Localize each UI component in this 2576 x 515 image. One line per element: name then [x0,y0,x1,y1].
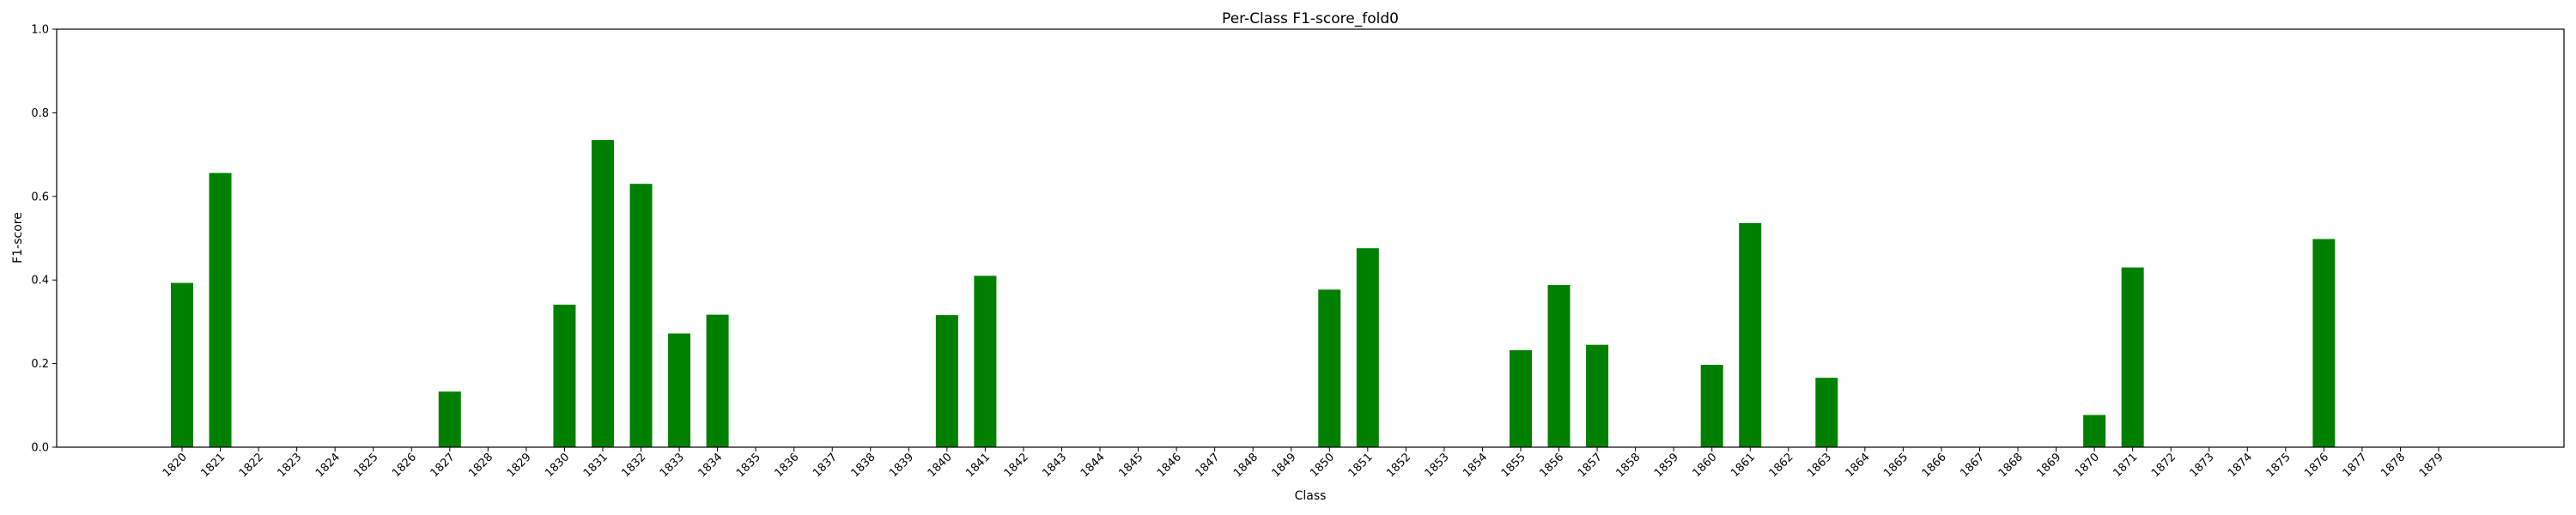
y-tick-label: 1.0 [31,24,49,37]
bar-1861 [1739,222,1762,447]
bar-1834 [706,314,729,447]
bar-1827 [438,391,461,447]
bar-1855 [1509,350,1532,447]
bar-1851 [1356,248,1379,447]
x-axis-label: Class [1295,489,1327,503]
bar-1871 [2121,267,2144,447]
y-tick-label: 0.2 [31,358,49,371]
bar-1850 [1318,289,1341,447]
bar-1833 [668,333,691,447]
bar-1840 [935,315,958,447]
bar-1876 [2312,239,2336,447]
y-tick-label: 0.0 [31,442,49,455]
bar-1870 [2083,415,2106,447]
bar-1856 [1547,285,1571,447]
bars-layer [171,140,2336,447]
bar-1820 [171,282,193,447]
bar-1841 [974,276,997,447]
y-tick-label: 0.8 [31,107,49,120]
bar-1863 [1815,378,1838,447]
plot-frame [56,28,2565,448]
y-tick-label: 0.6 [31,191,49,203]
y-axis-label: F1-score [11,212,25,264]
bar-1860 [1700,365,1723,447]
y-tick-label: 0.4 [31,275,49,288]
bar-1832 [629,184,653,447]
bar-1830 [553,304,576,447]
bar-1857 [1586,344,1609,447]
bar-1821 [209,173,232,447]
chart-title: Per-Class F1-score_fold0 [1222,10,1399,27]
bar-1831 [591,140,614,447]
y-ticks: 0.0 0.2 0.4 0.6 0.8 1.0 [31,24,57,455]
